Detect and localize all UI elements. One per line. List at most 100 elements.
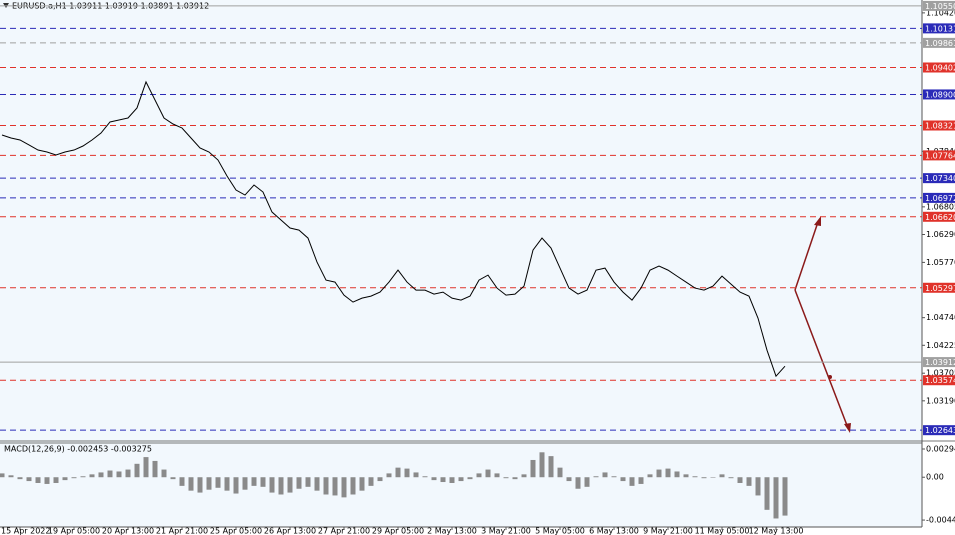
macd-bar [62,477,68,481]
macd-bar [332,477,338,496]
macd-title: MACD(12,26,9) -0.002453 -0.003275 [4,445,152,454]
x-tick-label: 6 May 13:00 [589,527,639,535]
macd-bar [35,477,41,483]
macd-bar [26,477,32,482]
y-tick-label: 1.06805 [926,202,955,211]
macd-bar [530,459,536,478]
macd-bar [0,473,5,478]
forecast-arrows [794,216,851,433]
macd-bar [161,469,167,478]
macd-bar [467,477,473,480]
level-label: 1.03912 [925,358,955,367]
price-line [1,80,786,378]
macd-bar [629,477,635,486]
macd-bar [188,477,194,491]
x-tick-label: 11 May 05:00 [695,527,750,535]
macd-bar [692,476,698,478]
macd-bar [206,477,212,490]
macd-bar [503,477,509,479]
x-tick-label: 27 Apr 21:00 [318,527,370,535]
x-tick-label: 21 Apr 21:00 [156,527,208,535]
macd-bar [296,477,302,489]
macd-bar [278,477,284,495]
macd-bar [341,477,347,498]
level-tag [923,425,955,436]
y-tick-label: 0.002945 [926,444,955,453]
macd-bar [170,477,176,480]
level-tag [923,120,955,131]
macd-bar [701,477,707,479]
level-tag [923,357,955,368]
macd-bar [773,477,779,519]
macd-bar [179,477,185,486]
y-tick-label: 1.04740 [926,313,955,322]
level-label: 1.10131 [925,24,955,33]
macd-bar [593,476,599,478]
y-tick-label: 0.00 [926,473,944,482]
level-label: 1.08321 [925,122,955,131]
level-label: 1.09861 [925,39,955,48]
macd-bar [557,467,563,478]
level-tag [923,173,955,184]
macd-bar [44,477,50,484]
macd-bar [683,474,689,478]
macd-bar [386,473,392,478]
macd-bar [197,477,203,493]
macd-bar [125,469,131,478]
macd-bar [755,477,761,496]
macd-bar [368,477,374,486]
level-label: 1.06620 [925,213,955,222]
level-label: 1.05297 [925,284,955,293]
macd-bar [440,477,446,483]
macd-bar [269,477,275,493]
macd-bar [566,477,572,482]
x-tick-label: 29 Apr 05:00 [372,527,424,535]
macd-bar [359,477,365,491]
macd-bar [305,477,311,487]
y-tick-label: 1.06290 [926,230,955,239]
level-label: 1.06972 [925,194,955,203]
macd-bar [710,477,716,478]
macd-bar [215,477,221,488]
macd-bar [431,477,437,481]
macd-bar [350,477,356,495]
macd-bar [134,463,140,478]
macd-bar [314,477,320,491]
macd-bar [611,476,617,478]
level-label: 1.10550 [925,2,955,11]
level-tag [923,37,955,48]
level-label: 1.02643 [925,426,955,435]
x-tick-label: 25 Apr 05:00 [210,527,262,535]
macd-bar [548,456,554,478]
x-tick-label: 12 May 13:00 [749,527,804,535]
level-tag [923,62,955,73]
arrow-down [794,289,849,429]
macd-bar [656,469,662,478]
level-tag [923,23,955,34]
macd-bar [737,477,743,483]
level-label: 1.07340 [925,174,955,183]
x-tick-label: 5 May 05:00 [535,527,585,535]
macd-bar [233,477,239,494]
macd-bar [620,477,626,482]
macd-bar [512,477,518,480]
macd-bar [107,470,113,478]
macd-bar [602,472,608,478]
macd-bar [764,477,770,510]
macd-bar [377,477,383,482]
x-tick-label: 15 Apr 2022 [1,527,50,535]
macd-bar [674,471,680,478]
macd-bar [116,471,122,478]
macd-bar [98,472,104,478]
plot-background [0,0,922,527]
macd-bar [422,476,428,478]
macd-bar [323,477,329,495]
y-tick-label: 1.03705 [926,369,955,378]
level-tag [923,375,955,386]
macd-bar [80,476,86,478]
macd-bar [449,477,455,483]
macd-bar [152,460,158,478]
macd-bar [575,477,581,489]
level-tag [923,192,955,203]
